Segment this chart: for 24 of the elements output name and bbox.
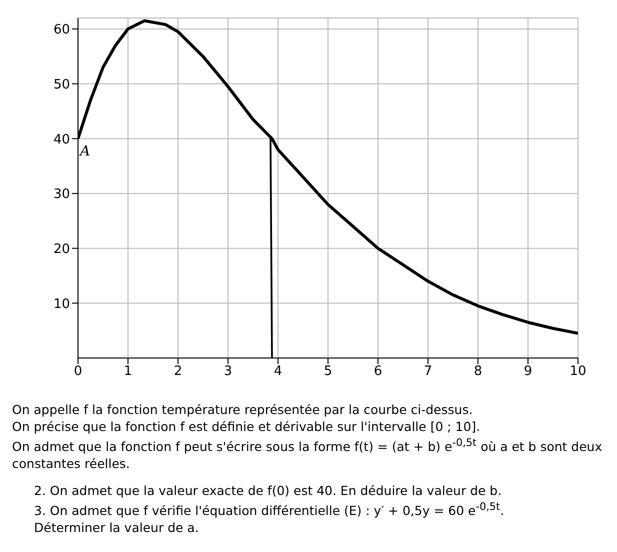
y-tick-label: 20	[53, 242, 70, 257]
x-tick-label: 8	[474, 364, 482, 380]
y-tick-label: 60	[53, 22, 70, 38]
y-tick-label: 10	[53, 296, 70, 312]
text: On admet que la fonction f peut s'écrire sous la forme f(t) = (at + b) e$^{-0,5t}$ où a et b sont deux constantes réelles.	[12, 437, 602, 472]
annotation: A	[78, 144, 90, 160]
x-tick-label: 4	[274, 364, 282, 380]
x-tick-label: 7	[424, 364, 432, 380]
y-tick-label: 40	[53, 132, 70, 148]
text: On appelle f la fonction température représentée par la courbe ci-dessus.	[12, 401, 474, 418]
x-tick-label: 9	[524, 364, 532, 380]
x-tick-label: 10	[570, 364, 586, 380]
y-tick-label: 30	[53, 187, 70, 202]
text: 3. On admet que f vérifie l'équation différentielle (E) : y′ + 0,5y = 60 e$^{-0,5t}$.	[33, 500, 506, 520]
x-tick-label: 0	[74, 364, 82, 380]
x-tick-label: 3	[224, 364, 232, 380]
x-tick-label: 6	[374, 364, 382, 380]
text: Déterminer la valeur de a.	[33, 519, 200, 536]
x-tick-label: 1	[124, 364, 132, 380]
x-tick-label: 2	[174, 364, 182, 380]
x-tick-label: 5	[324, 364, 332, 380]
text: On précise que la fonction f est définie et dérivable sur l'intervalle [0 ; 10].	[12, 418, 482, 435]
text: 2. On admet que la valeur exacte de f(0) est 40. En déduire la valeur de b.	[33, 482, 503, 500]
y-tick-label: 50	[53, 77, 70, 92]
